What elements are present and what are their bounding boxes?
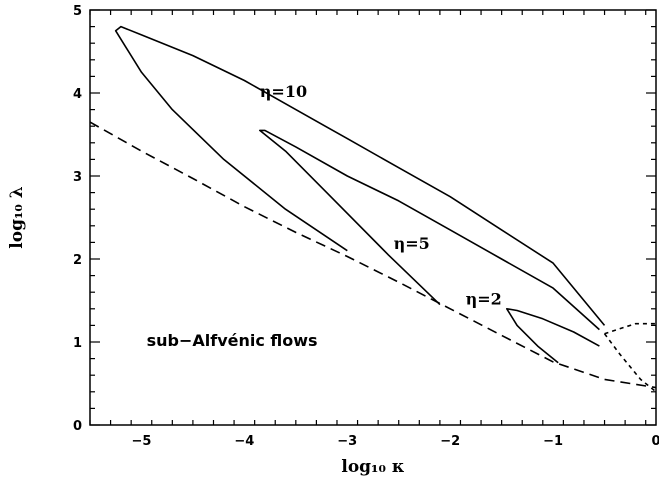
x-tick-label: −2 [440, 434, 460, 449]
y-tick-label: 3 [73, 170, 82, 185]
x-tick-label: 0 [651, 434, 659, 449]
y-tick-label: 5 [73, 4, 82, 19]
annotation-label: η=10 [260, 82, 307, 101]
x-tick-label: −1 [543, 434, 563, 449]
y-tick-label: 2 [73, 253, 82, 268]
y-tick-label: 0 [73, 419, 82, 434]
series-lines [89, 25, 657, 393]
y-tick-label: 1 [73, 336, 82, 351]
x-axis-label: log₁₀ κ [341, 457, 404, 477]
annotation-label: η=5 [394, 234, 430, 253]
x-tick-label: −4 [234, 434, 254, 449]
series-line [89, 121, 657, 389]
tick-labels: −5 −4 −3 −2 −1 0 0 1 2 3 4 5 [73, 4, 659, 449]
series-line [603, 333, 657, 393]
x-tick-label: −5 [131, 434, 151, 449]
y-axis-label: log₁₀ λ [7, 186, 27, 248]
y-tick-label: 4 [73, 87, 82, 102]
series-line [258, 129, 600, 331]
annotations: η=10 η=5 η=2 sub−Alfvénic flows [147, 82, 502, 350]
tick-marks [89, 9, 656, 426]
plot-frame [89, 9, 657, 426]
series-line [505, 307, 600, 364]
series-line [604, 322, 656, 335]
annotation-label: η=2 [466, 290, 502, 309]
annotation-label: sub−Alfvénic flows [147, 331, 318, 350]
series-line [114, 25, 606, 326]
x-tick-label: −3 [337, 434, 357, 449]
